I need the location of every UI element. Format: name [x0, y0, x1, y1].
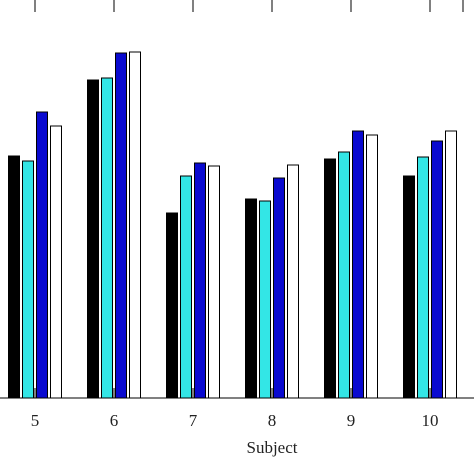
- bar: [287, 164, 299, 399]
- bar: [180, 175, 192, 399]
- bar: [259, 200, 271, 399]
- bar: [87, 79, 99, 399]
- bar: [194, 162, 206, 399]
- x-tick-label: 8: [268, 411, 277, 430]
- bar: [324, 158, 336, 399]
- x-tick-label: 9: [347, 411, 356, 430]
- x-tick-label: 6: [110, 411, 119, 430]
- x-tick-label: 7: [189, 411, 198, 430]
- x-tick-label: 10: [422, 411, 439, 430]
- bar: [431, 140, 443, 399]
- bar: [366, 134, 378, 399]
- x-tick-label: 5: [31, 411, 40, 430]
- bar: [417, 156, 429, 399]
- bar: [208, 165, 220, 399]
- bar: [403, 175, 415, 399]
- x-axis-label: Subject: [247, 438, 298, 457]
- bar: [115, 52, 127, 399]
- bar: [352, 130, 364, 399]
- bar: [166, 212, 178, 399]
- bar: [8, 155, 20, 399]
- bar: [273, 177, 285, 399]
- bar: [36, 111, 48, 399]
- bar: [22, 160, 34, 399]
- bar: [338, 151, 350, 399]
- bar: [50, 125, 62, 399]
- bar: [129, 51, 141, 399]
- bar: [101, 77, 113, 399]
- bar: [445, 130, 457, 399]
- bar: [245, 198, 257, 399]
